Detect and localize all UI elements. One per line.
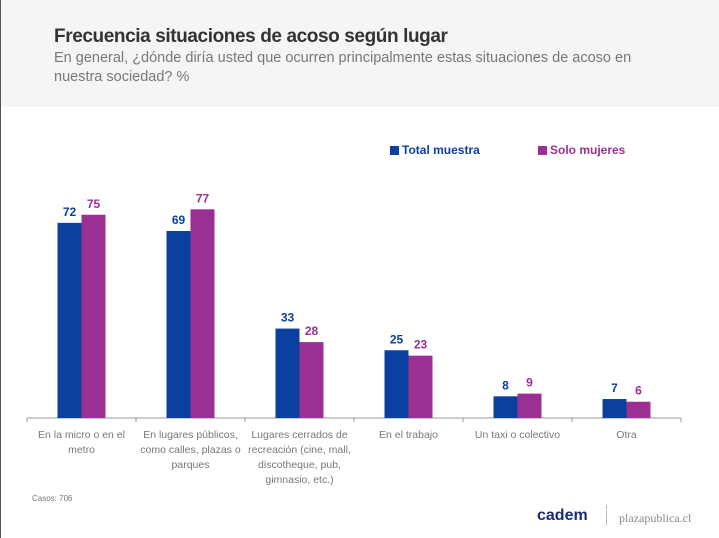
category-label: Otra xyxy=(616,429,637,441)
bar-total xyxy=(166,231,191,418)
bar-total xyxy=(57,222,82,418)
data-label: 72 xyxy=(63,205,77,219)
data-label: 6 xyxy=(635,384,642,398)
cadem-logo: cadem xyxy=(537,507,588,524)
legend-mujeres: Solo mujeres xyxy=(538,143,625,157)
category-label: Un taxi o colectivo xyxy=(474,429,561,441)
header: Frecuencia situaciones de acoso según lu… xyxy=(1,0,719,107)
bar-mujeres xyxy=(626,401,651,418)
legend-label-mujeres: Solo mujeres xyxy=(550,143,626,157)
site-label: plazapublica.cl xyxy=(619,511,692,525)
category-label: En lugares públicos, como calles, plazas… xyxy=(140,429,241,471)
data-label: 23 xyxy=(414,338,428,352)
data-label: 9 xyxy=(526,376,533,390)
data-label: 75 xyxy=(87,197,101,211)
footer-divider xyxy=(606,505,607,525)
bar-total xyxy=(275,328,300,418)
bar-total xyxy=(384,350,409,418)
bar-mujeres xyxy=(299,342,324,418)
data-label: 77 xyxy=(196,191,210,205)
bar-total xyxy=(493,396,518,418)
category-label: Lugares cerrados de recreación (cine, ma… xyxy=(248,429,351,486)
bar-mujeres xyxy=(517,393,542,418)
data-label: 25 xyxy=(390,332,404,346)
sample-size: Casos: 706 xyxy=(32,494,73,503)
data-label: 33 xyxy=(281,311,295,325)
bar-mujeres xyxy=(81,214,106,418)
category-label: En el trabajo xyxy=(379,429,438,441)
data-label: 69 xyxy=(172,213,186,227)
data-label: 8 xyxy=(502,378,509,392)
data-label: 7 xyxy=(611,381,618,395)
data-label: 28 xyxy=(305,324,319,338)
legend-total: Total muestra xyxy=(390,143,480,157)
legend-swatch-total xyxy=(390,145,399,155)
legend-label-total: Total muestra xyxy=(402,143,480,157)
legend-swatch-mujeres xyxy=(538,145,547,155)
bar-mujeres xyxy=(408,355,433,418)
chart-title: Frecuencia situaciones de acoso según lu… xyxy=(54,26,448,47)
chart-subtitle: En general, ¿dónde diría usted que ocurr… xyxy=(54,50,632,85)
bar-mujeres xyxy=(190,209,215,418)
category-label: En la micro o en el metro xyxy=(38,429,125,456)
bar-total xyxy=(602,399,627,418)
